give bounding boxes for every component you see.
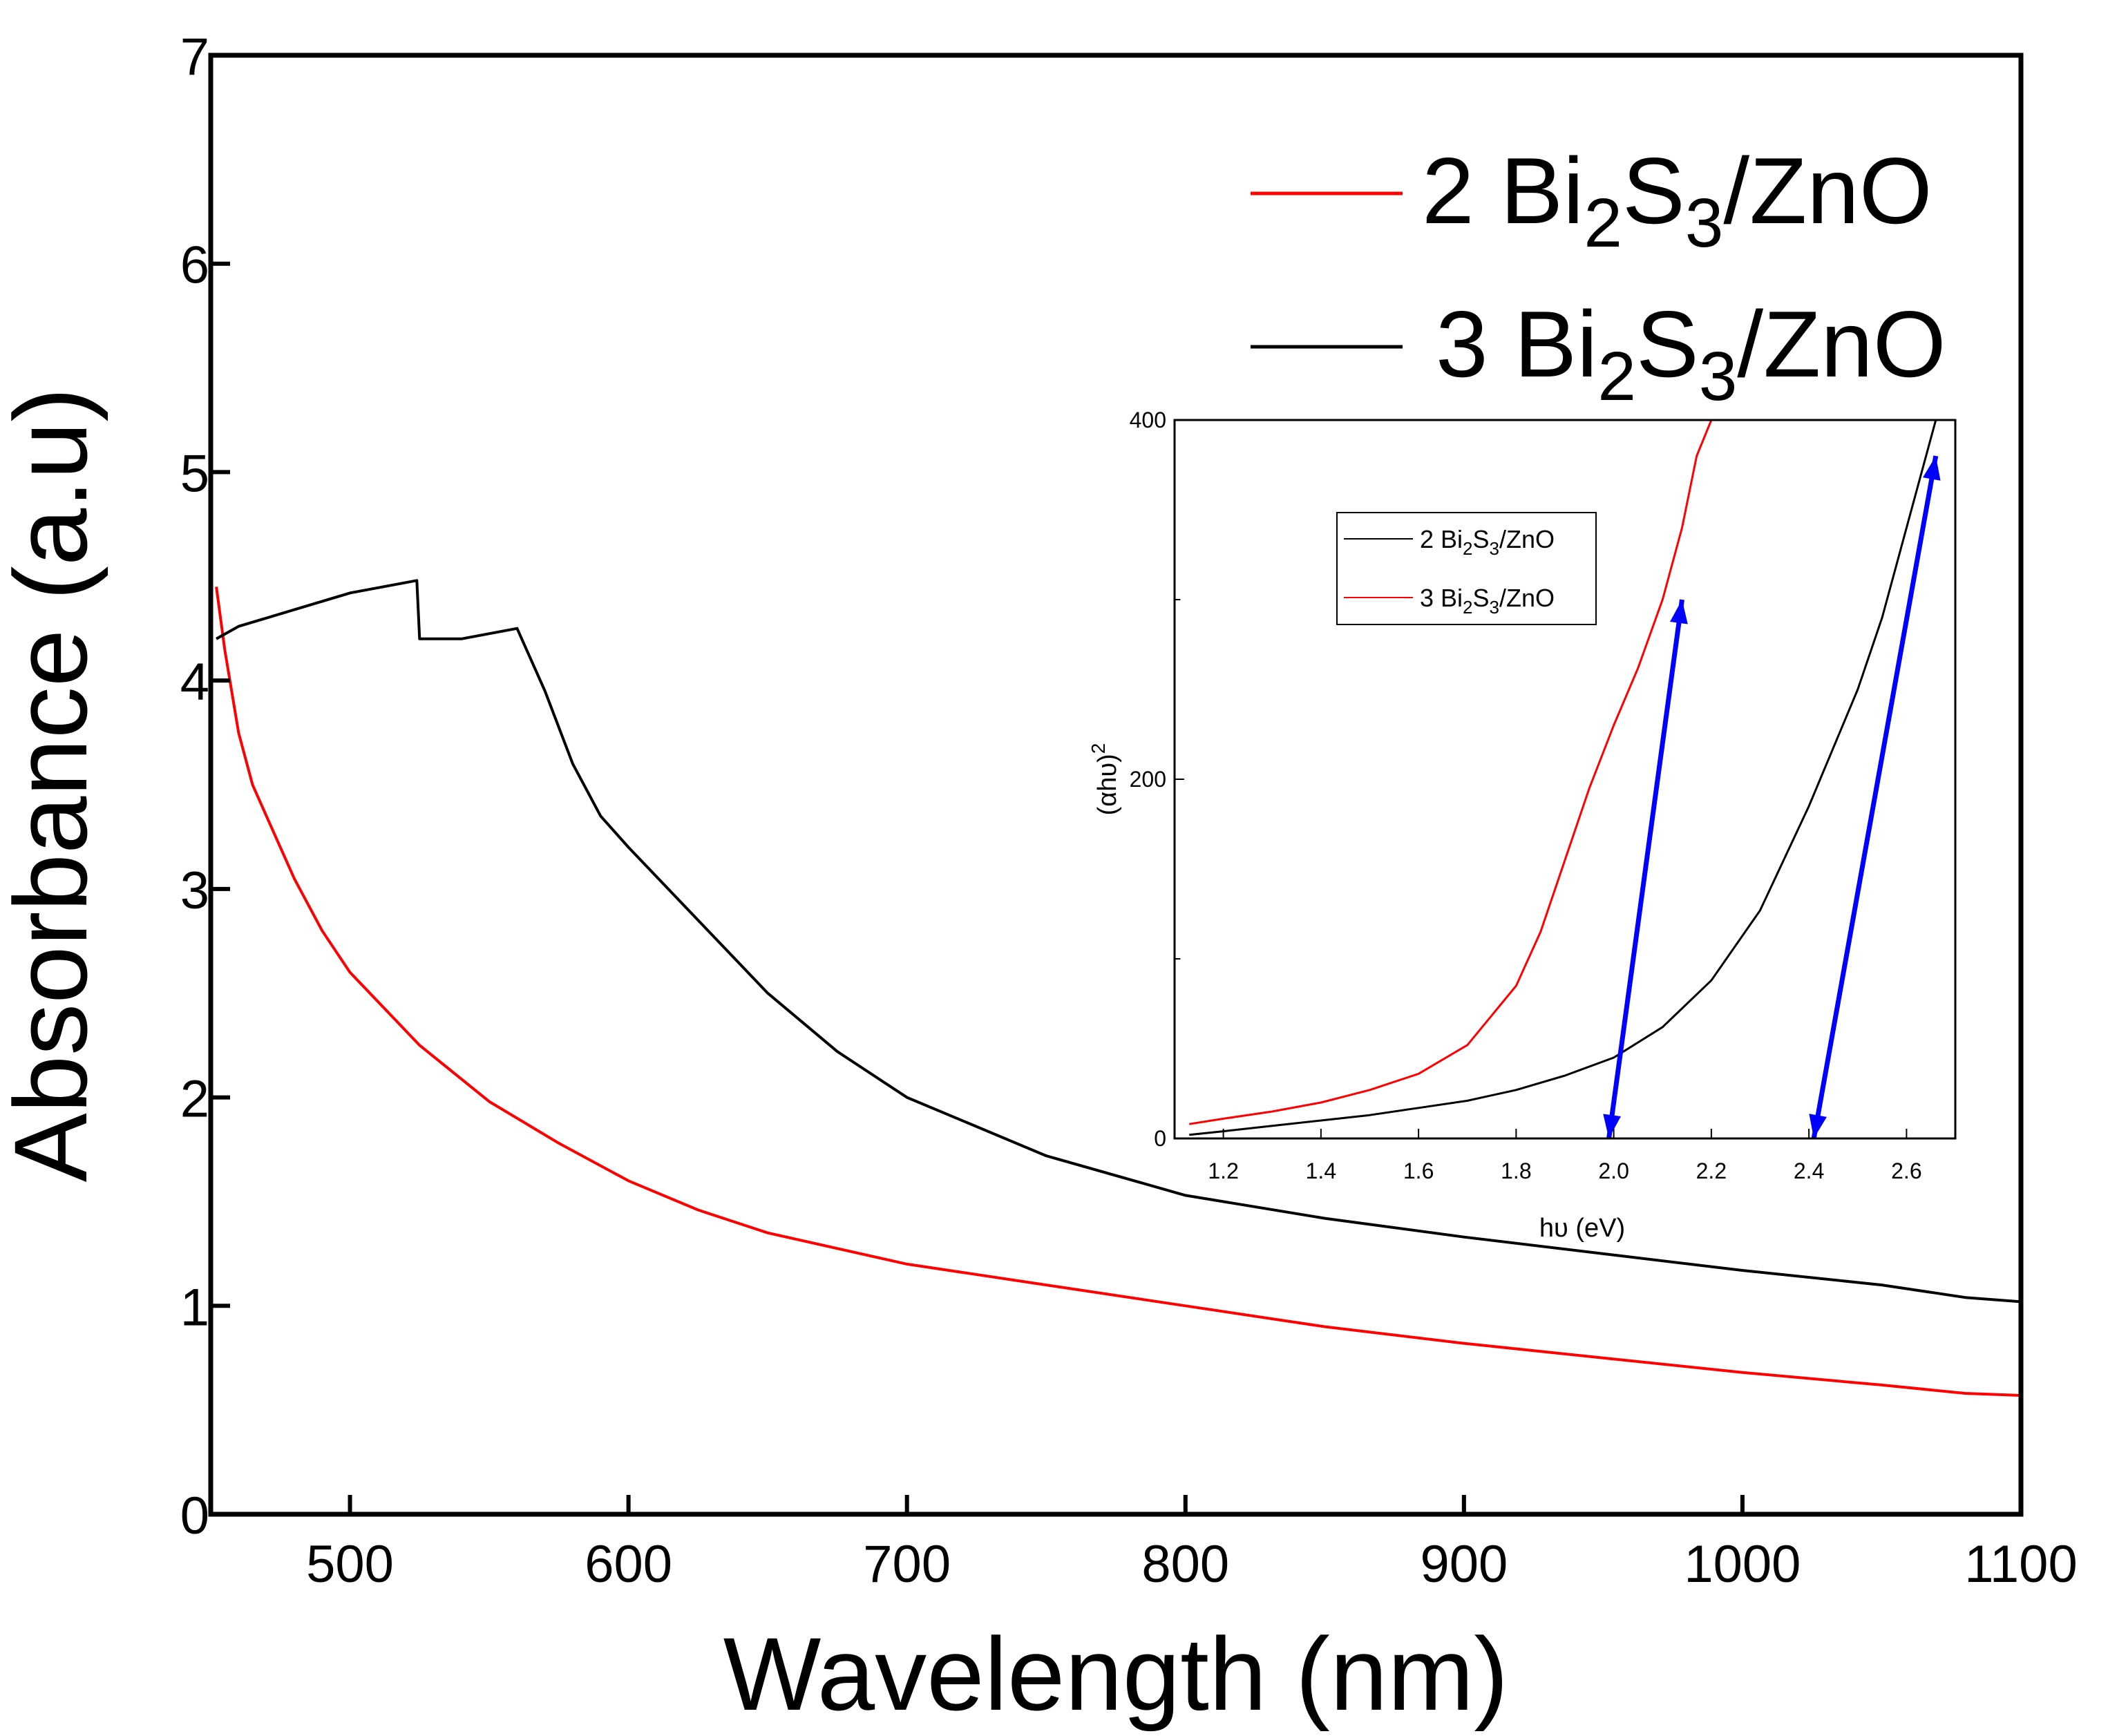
main-y-tick-label: 6	[180, 236, 209, 295]
inset-tangent-arrowhead	[1670, 600, 1688, 624]
main-series-group	[215, 579, 2022, 1397]
main-x-tick-label: 500	[306, 1535, 394, 1594]
inset-x-tick-label: 1.6	[1403, 1158, 1434, 1183]
inset-y-tick-label: 0	[1154, 1126, 1166, 1151]
main-y-tick-label: 3	[180, 861, 209, 920]
main-y-tick-label: 7	[180, 28, 209, 86]
label-part: /ZnO	[1737, 292, 1946, 397]
main-legend-label-red: 2 Bi2S3/ZnO	[1422, 138, 1933, 262]
inset-legend-label-black: 2 Bi2S3/ZnO	[1420, 525, 1555, 559]
label-subscript: 3	[1685, 184, 1724, 262]
label-subscript: 2	[1597, 338, 1636, 415]
inset-x-ticks: 1.2 1.4 1.6 1.8 2.0 2.2 2.4 2.6	[1208, 1129, 1922, 1183]
inset-x-tick-label: 1.2	[1208, 1158, 1238, 1183]
inset-tangent-line-2	[1811, 455, 1939, 1139]
inset-x-tick-label: 2.4	[1794, 1158, 1824, 1183]
label-subscript: 2	[1584, 184, 1622, 262]
label-part: 2 Bi	[1420, 525, 1463, 553]
main-series-line-2	[216, 579, 2022, 1304]
inset-tangent-arrowhead	[1603, 1114, 1622, 1138]
inset-tangent-arrowhead	[1922, 456, 1941, 481]
label-part: 3 Bi	[1436, 292, 1597, 397]
main-legend: 2 Bi2S3/ZnO 3 Bi2S3/ZnO	[1251, 138, 1946, 415]
main-legend-label-black: 3 Bi2S3/ZnO	[1436, 292, 1946, 415]
label-part: 2 Bi	[1422, 138, 1584, 243]
label-part: (αhυ)	[1093, 754, 1122, 815]
main-y-axis-title: Absorbance (a.u)	[0, 388, 108, 1183]
main-x-tick-label: 900	[1420, 1535, 1508, 1594]
main-x-tick-label: 1100	[1964, 1535, 2077, 1594]
inset-series-line-2	[1188, 419, 1713, 1125]
main-plot-frame	[208, 53, 2024, 1517]
label-subscript: 2	[1463, 597, 1472, 618]
main-y-tick-label: 1	[180, 1278, 209, 1337]
inset-x-tick-label: 2.6	[1891, 1158, 1921, 1183]
label-superscript: 2	[1088, 743, 1109, 754]
inset-y-axis-title: (αhυ)2	[1088, 743, 1122, 816]
inset-legend-box	[1336, 512, 1597, 625]
label-subscript: 2	[1463, 538, 1472, 559]
inset-y-tick-label: 400	[1130, 408, 1166, 432]
main-y-tick-label: 0	[180, 1487, 209, 1545]
label-part: S	[1622, 138, 1685, 243]
main-series-line-1	[215, 586, 2022, 1397]
main-x-tick-label: 600	[585, 1535, 672, 1594]
inset-tangent-lines	[1603, 455, 1941, 1139]
inset-plot: 1.2 1.4 1.6 1.8 2.0 2.2 2.4 2.6 0 200 400 hυ (eV)…	[1088, 408, 1957, 1243]
inset-tangent-line-1	[1606, 599, 1684, 1139]
main-x-tick-label: 700	[863, 1535, 951, 1594]
inset-x-tick-label: 2.2	[1696, 1158, 1727, 1183]
inset-x-axis-title: hυ (eV)	[1539, 1214, 1625, 1243]
inset-x-tick-label: 1.4	[1306, 1158, 1336, 1183]
inset-legend: 2 Bi2S3/ZnO 3 Bi2S3/ZnO	[1336, 512, 1597, 625]
label-part: S	[1473, 525, 1490, 553]
main-y-tick-label: 5	[180, 444, 209, 503]
label-part: S	[1636, 292, 1699, 397]
label-part: /ZnO	[1499, 525, 1555, 553]
main-x-ticks: 500 600 700 800 900 1000 1100	[306, 1495, 2078, 1594]
main-y-tick-label: 4	[180, 653, 209, 712]
label-part: S	[1473, 584, 1490, 612]
main-y-ticks: 0 1 2 3 4 5 6 7	[180, 28, 230, 1545]
inset-tangent-arrowhead	[1809, 1114, 1827, 1138]
main-x-tick-label: 1000	[1684, 1535, 1801, 1594]
label-subscript: 3	[1490, 597, 1499, 618]
label-part: /ZnO	[1723, 138, 1932, 243]
inset-legend-label-red: 3 Bi2S3/ZnO	[1420, 584, 1555, 618]
inset-x-tick-label: 2.0	[1598, 1158, 1629, 1183]
label-part: /ZnO	[1499, 584, 1555, 612]
inset-y-tick-label: 200	[1130, 767, 1166, 792]
label-subscript: 3	[1699, 338, 1738, 415]
inset-series-line-1	[1189, 419, 1937, 1136]
inset-x-tick-label: 1.8	[1501, 1158, 1531, 1183]
inset-y-ticks: 0 200 400	[1130, 408, 1184, 1151]
label-part: 3 Bi	[1420, 584, 1463, 612]
inset-series-group	[1188, 419, 1937, 1136]
main-x-axis-title: Wavelength (nm)	[723, 1616, 1509, 1732]
main-x-tick-label: 800	[1141, 1535, 1229, 1594]
main-y-tick-label: 2	[180, 1070, 209, 1129]
label-subscript: 3	[1490, 538, 1499, 559]
